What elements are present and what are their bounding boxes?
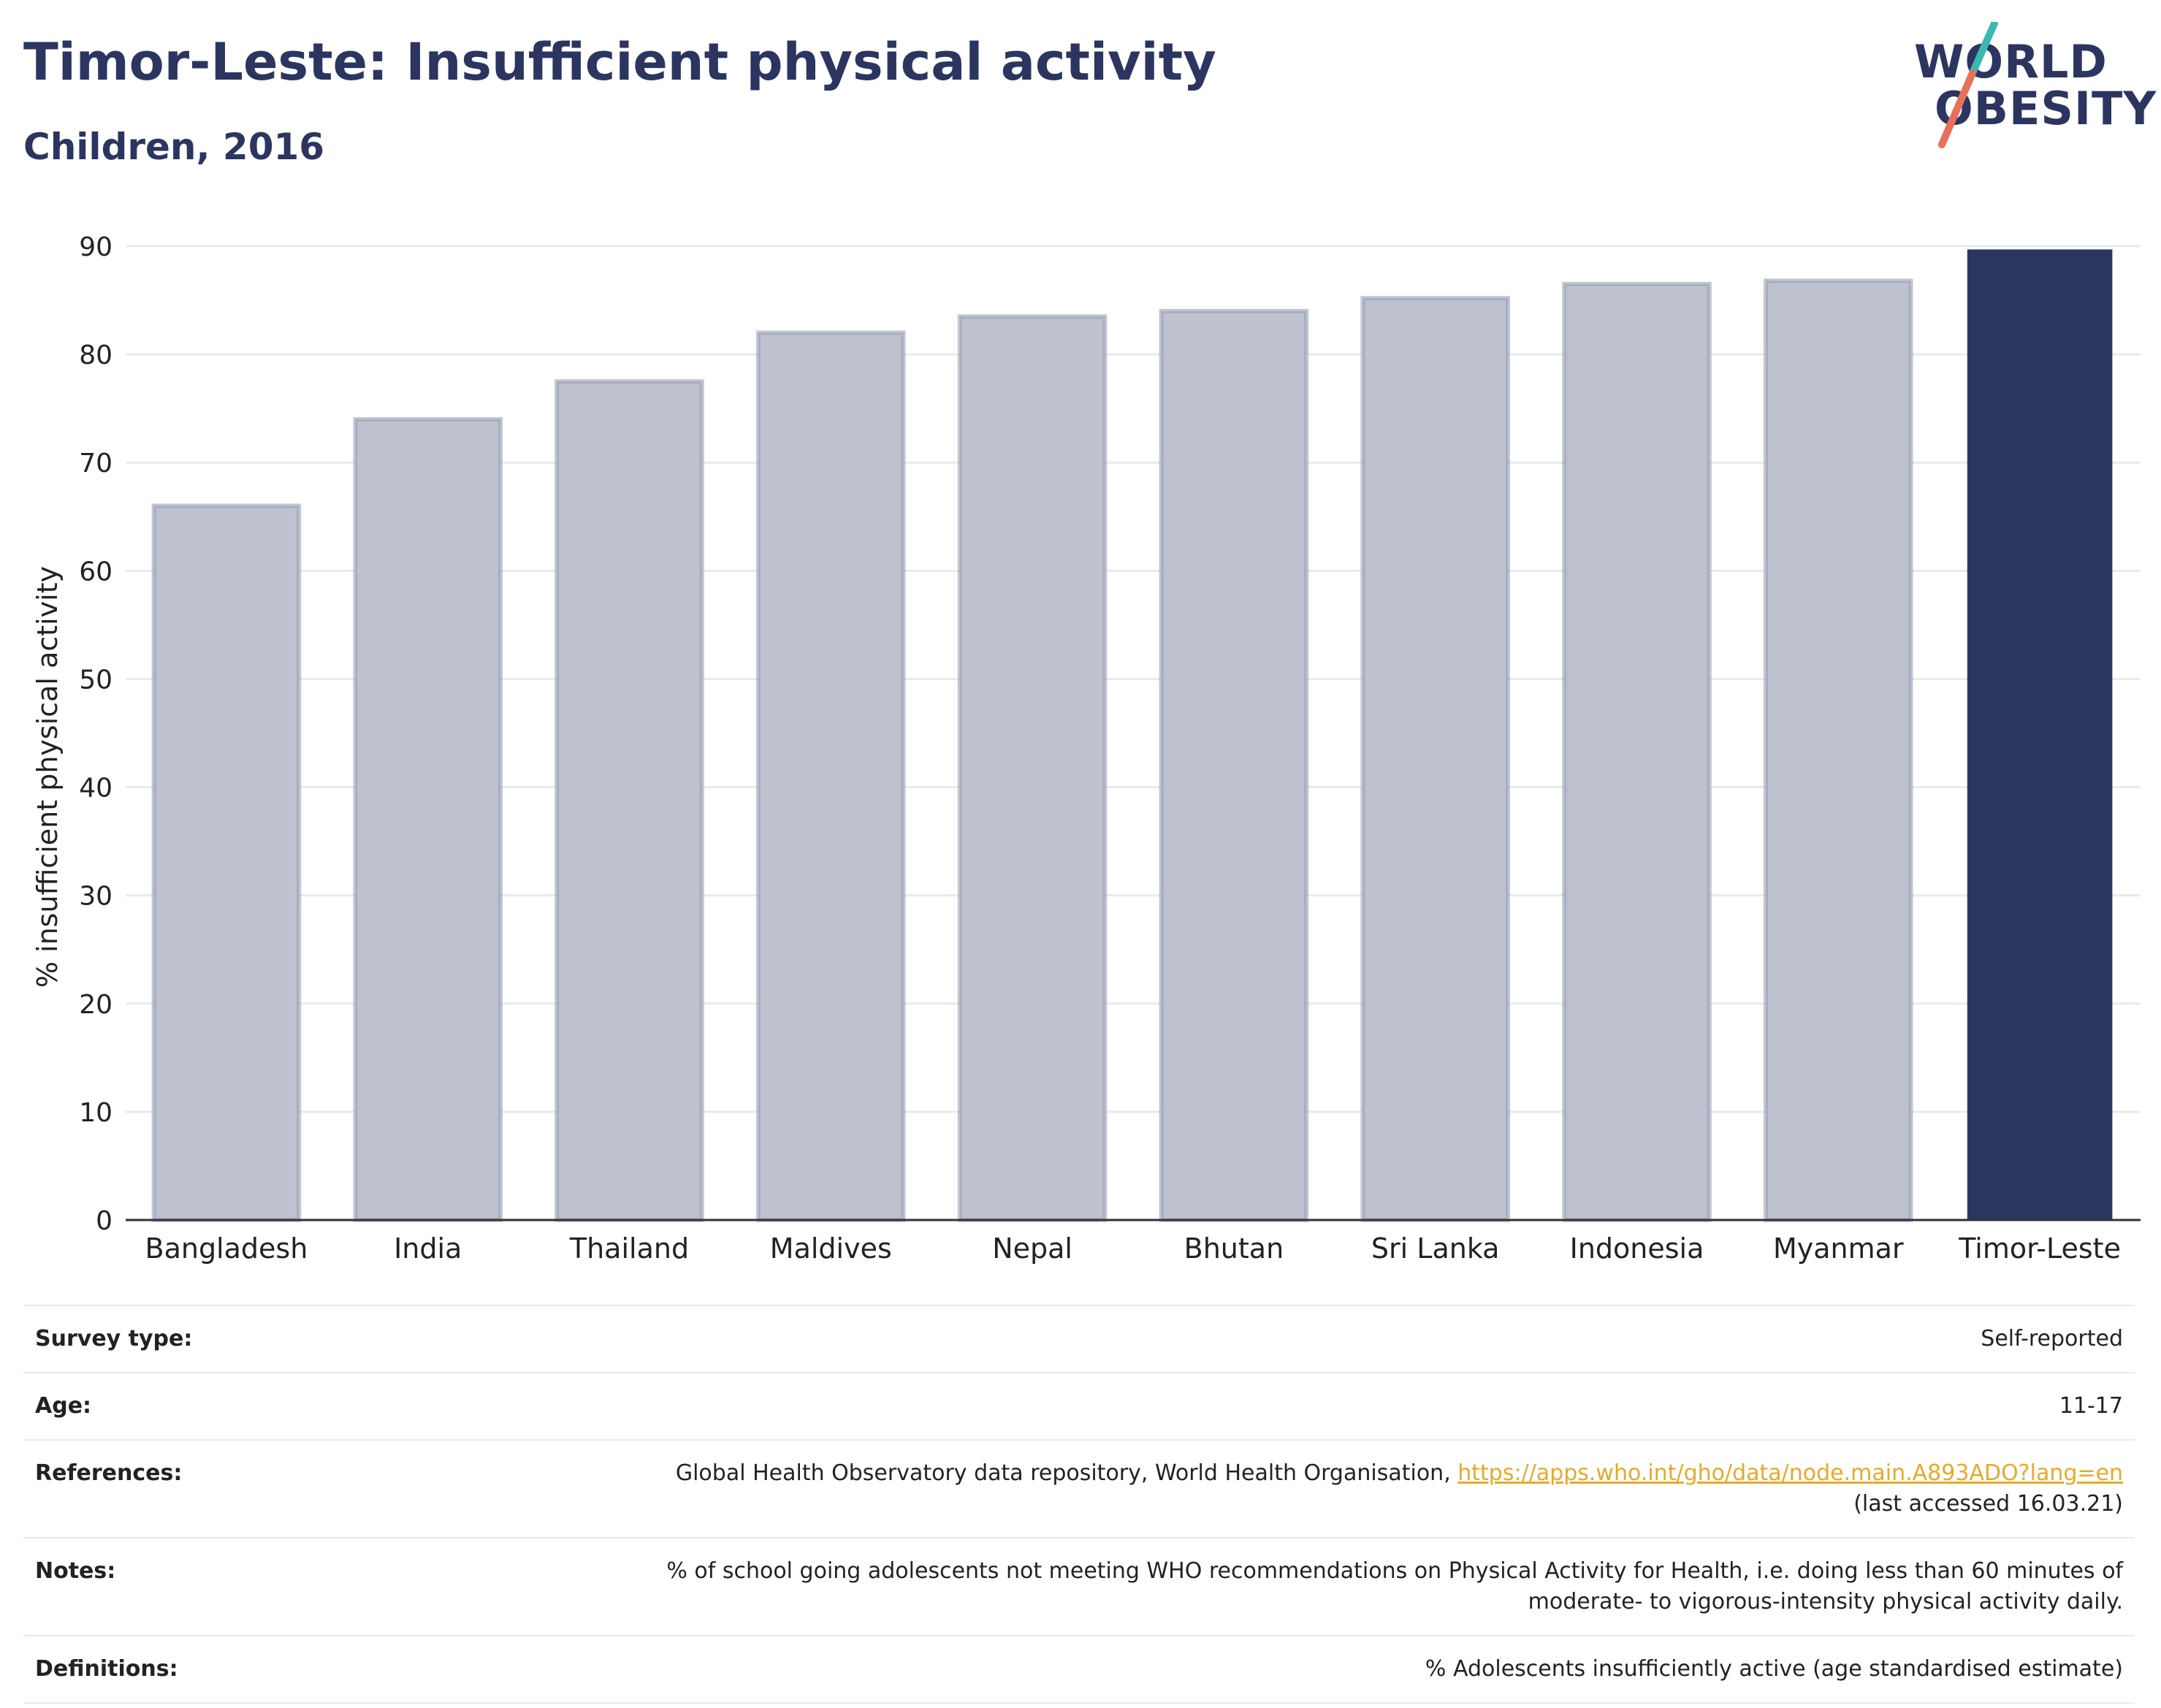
- bar: [957, 314, 1108, 1222]
- bar: [1360, 296, 1510, 1222]
- info-value: Self-reported: [558, 1305, 2135, 1373]
- bar: [1562, 281, 1712, 1223]
- x-category-label: Myanmar: [1773, 1232, 1904, 1265]
- info-row: Definitions: % Adolescents insufficiently…: [23, 1635, 2135, 1704]
- logo-line-2: OBESITY: [1935, 82, 2157, 135]
- reference-link[interactable]: https://apps.who.int/gho/data/node.main.…: [1457, 1460, 2123, 1486]
- bar: [353, 416, 503, 1222]
- info-value: 11-17: [558, 1372, 2135, 1440]
- info-value-text-line2: (last accessed 16.03.21): [1853, 1491, 2123, 1517]
- x-axis-categories: Bangladesh India Thailand Maldives Nepal Bhut…: [145, 1232, 2121, 1265]
- info-label: References:: [23, 1439, 558, 1538]
- info-row: Survey type: Self-reported: [23, 1305, 2135, 1373]
- info-value-text: Global Health Observatory data repositor…: [675, 1460, 1458, 1486]
- x-category-label: Indonesia: [1570, 1232, 1704, 1265]
- x-category-label: Maldives: [770, 1232, 892, 1265]
- bar: [1159, 308, 1309, 1222]
- info-row: Notes: % of school going adolescents not …: [23, 1537, 2135, 1636]
- info-value-text: % Adolescents insufficiently active (age…: [1425, 1656, 2123, 1682]
- bar: [756, 330, 906, 1222]
- info-table: Survey type: Self-reported Age: 11-17 Refere…: [23, 1305, 2135, 1704]
- info-label: Notes:: [23, 1537, 558, 1636]
- x-category-label: Timor-Leste: [1958, 1232, 2121, 1265]
- info-row: Age: 11-17: [23, 1372, 2135, 1440]
- bar-highlight: [1967, 249, 2113, 1220]
- x-category-label: Bhutan: [1184, 1232, 1284, 1265]
- y-tick-label: 30: [79, 882, 113, 912]
- info-label: Age:: [23, 1372, 558, 1440]
- info-value: Global Health Observatory data repositor…: [558, 1439, 2135, 1538]
- y-axis-ticks: 0 10 20 30 40 50 60 70 80 90: [79, 232, 113, 1236]
- logo-line-1: WORLD: [1914, 35, 2108, 88]
- y-tick-label: 60: [79, 557, 113, 587]
- bars: [151, 249, 2113, 1223]
- info-label: Definitions:: [23, 1635, 558, 1704]
- y-tick-label: 0: [96, 1206, 113, 1236]
- chart-subtitle: Children, 2016: [23, 126, 325, 168]
- logo-slash-icon: [1938, 22, 1998, 148]
- info-value: % Adolescents insufficiently active (age…: [558, 1635, 2135, 1704]
- world-obesity-logo: WORLD OBESITY: [1907, 22, 2156, 153]
- info-value-text: % of school going adolescents not meetin…: [666, 1558, 2123, 1584]
- x-category-label: Sri Lanka: [1371, 1232, 1500, 1265]
- info-label: Survey type:: [23, 1305, 558, 1373]
- y-tick-label: 50: [79, 665, 113, 695]
- y-tick-label: 20: [79, 990, 113, 1020]
- y-tick-label: 70: [79, 449, 113, 479]
- y-tick-label: 40: [79, 774, 113, 804]
- y-tick-label: 10: [79, 1098, 113, 1128]
- bar: [1764, 278, 1913, 1223]
- y-tick-label: 90: [79, 232, 113, 262]
- info-value: % of school going adolescents not meetin…: [558, 1537, 2135, 1636]
- info-value-text: Self-reported: [1981, 1326, 2123, 1351]
- bar: [151, 503, 302, 1222]
- x-category-label: Bangladesh: [145, 1232, 308, 1265]
- x-category-label: India: [394, 1232, 462, 1265]
- bar: [554, 379, 704, 1222]
- info-value-text: 11-17: [2059, 1393, 2123, 1419]
- y-axis-title: % insufficient physical activity: [31, 566, 64, 988]
- bar-chart: 0 10 20 30 40 50 60 70 80 90 Bangladesh India Thail…: [31, 232, 2141, 1265]
- info-value-text-line2: moderate- to vigorous-intensity physical…: [1528, 1589, 2123, 1614]
- x-category-label: Thailand: [569, 1232, 689, 1265]
- chart-title: Timor-Leste: Insufficient physical activ…: [23, 32, 1216, 92]
- info-row: References: Global Health Observatory dat…: [23, 1439, 2135, 1538]
- y-tick-label: 80: [79, 340, 113, 370]
- x-category-label: Nepal: [992, 1232, 1072, 1265]
